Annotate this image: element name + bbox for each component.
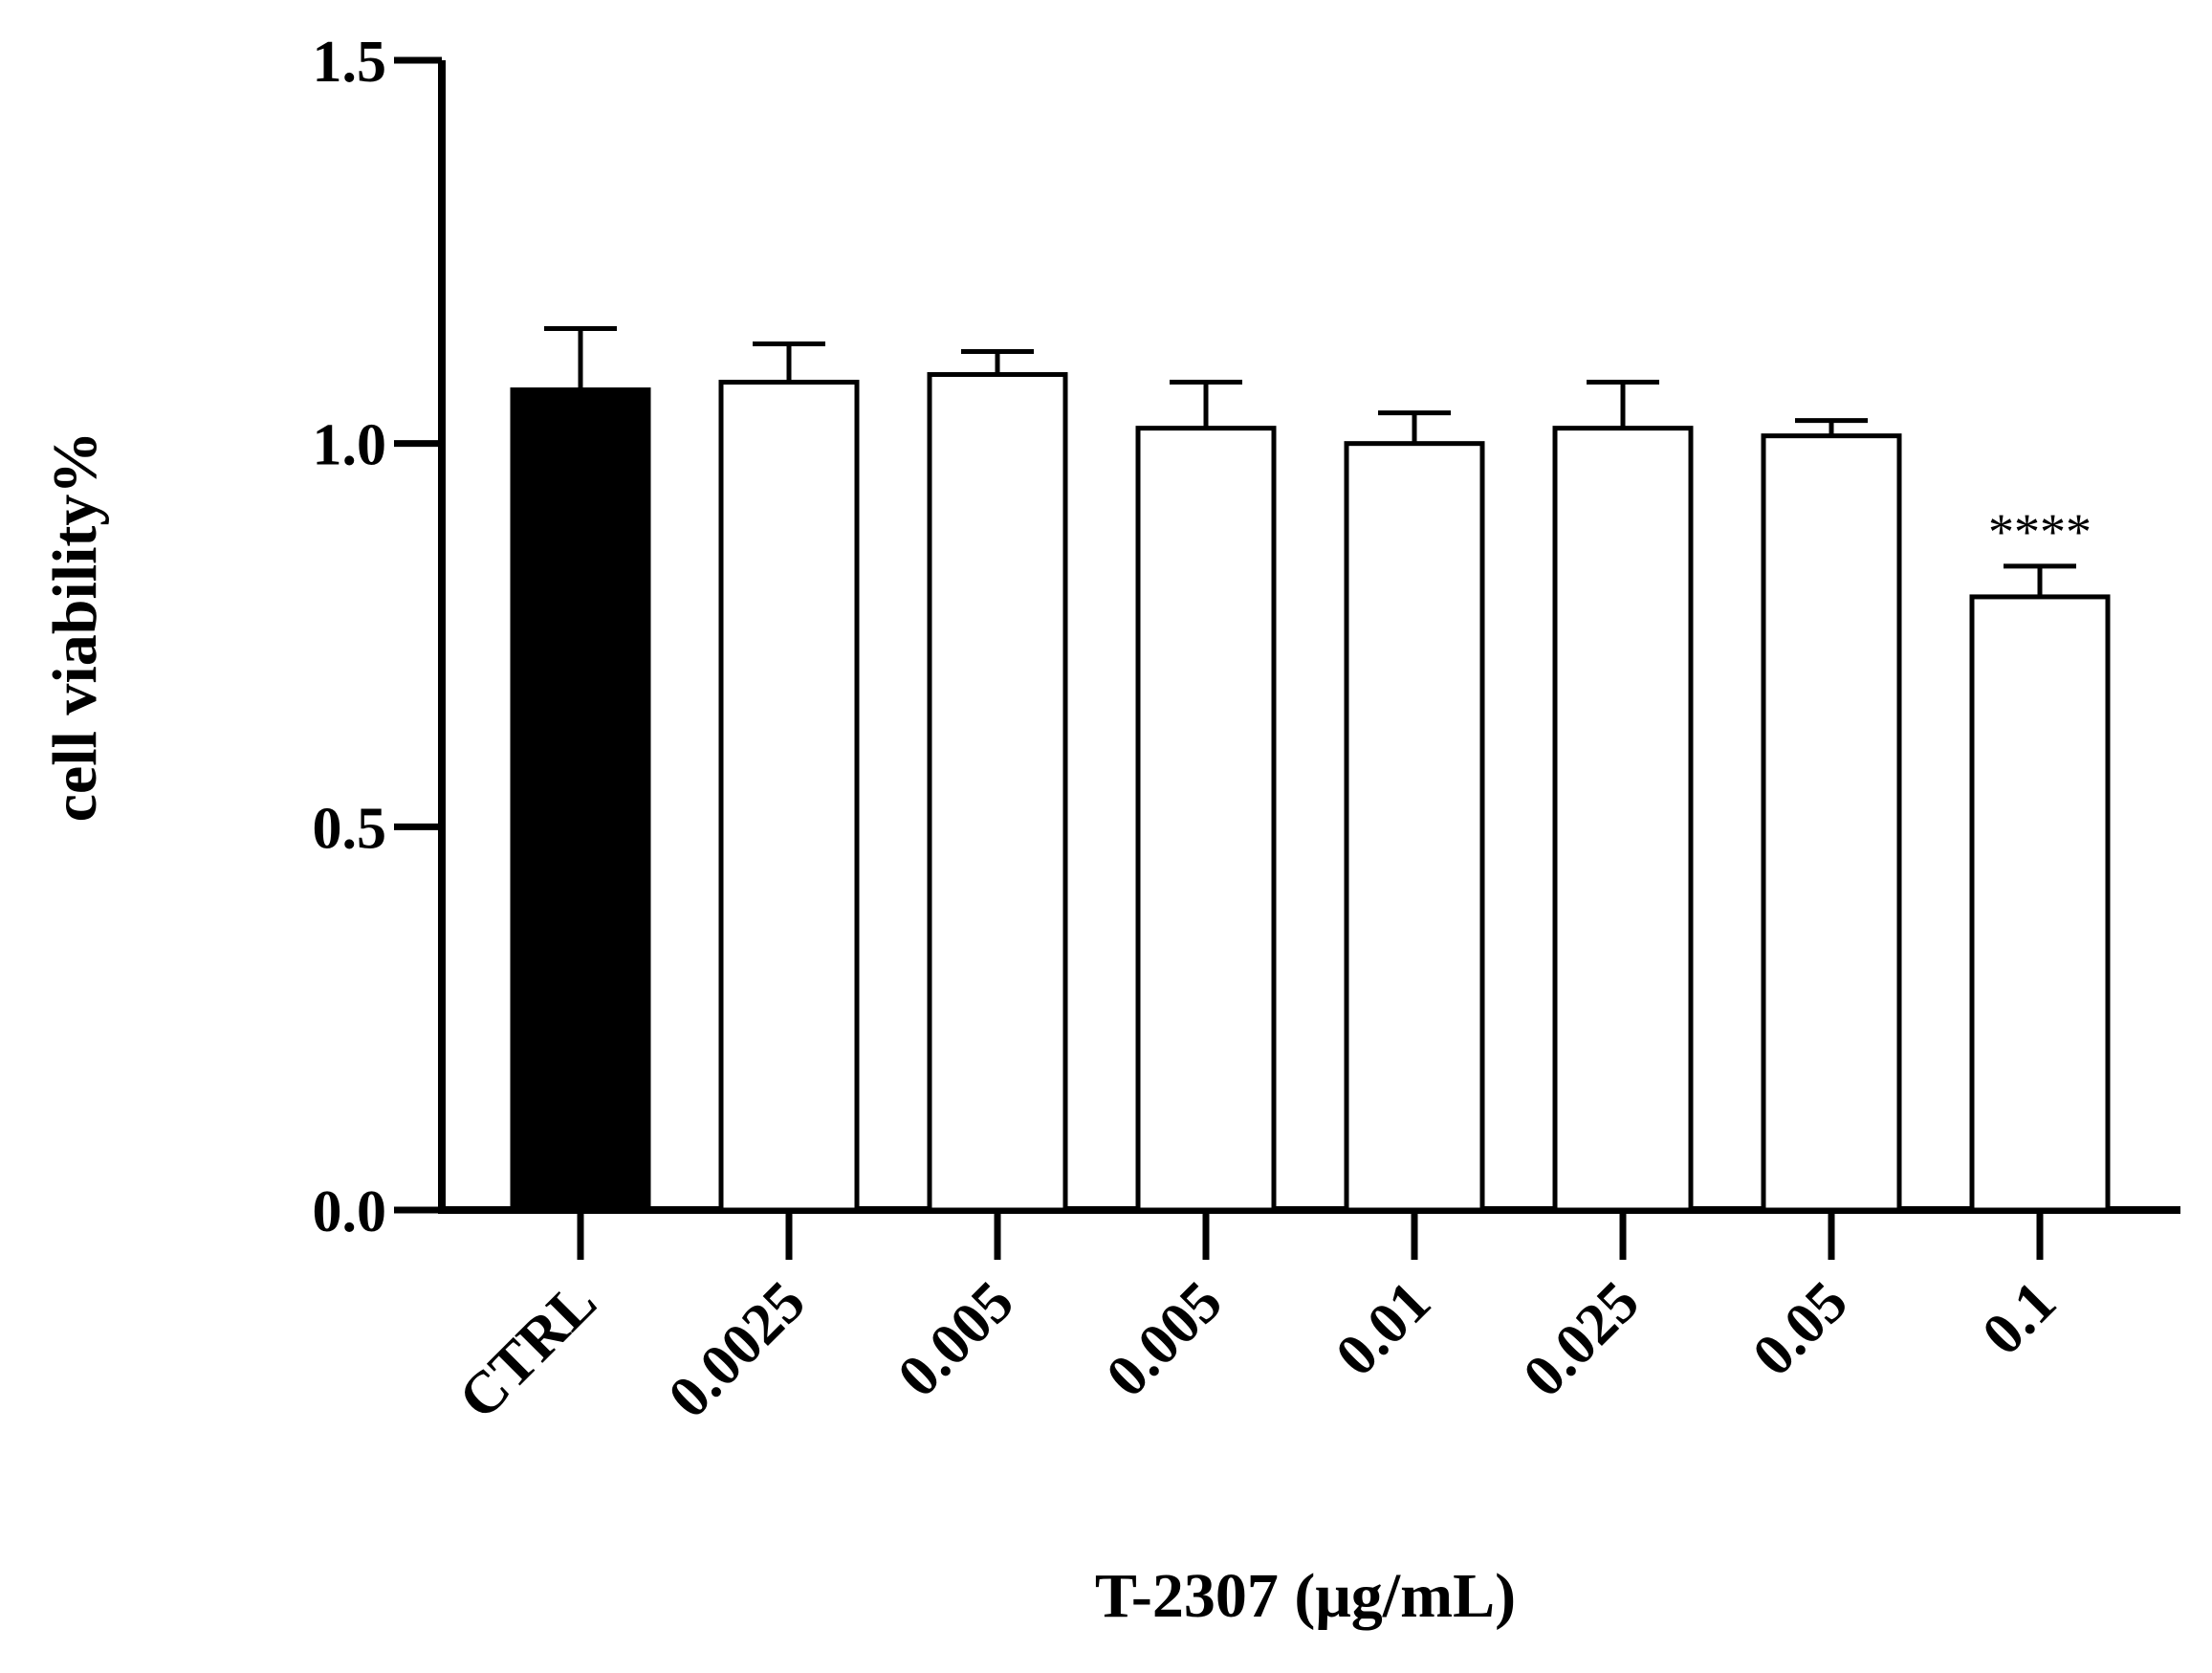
significance-annotations: **** <box>1988 503 2092 561</box>
x-category-label: 0.01 <box>1324 1269 1443 1389</box>
bar <box>1969 594 2111 1213</box>
bar <box>927 372 1068 1213</box>
x-category-label: 0.1 <box>1970 1269 2069 1368</box>
error-bars <box>544 325 2076 597</box>
bars <box>510 372 2111 1213</box>
x-axis <box>438 1206 2180 1260</box>
x-category-label: 0.0025 <box>656 1269 818 1431</box>
x-axis-title: T-2307 (μg/mL) <box>1095 1561 1516 1631</box>
x-category-label: 0.005 <box>1094 1269 1235 1410</box>
bar <box>1761 433 1902 1213</box>
bar <box>510 387 651 1213</box>
bar <box>1552 426 1694 1213</box>
x-category-label: 0.025 <box>1511 1269 1652 1410</box>
y-axis: 0.0 0.5 1.0 1.5 <box>313 30 446 1244</box>
y-tick-label: 0.5 <box>313 796 387 861</box>
x-category-label: CTRL <box>447 1269 609 1432</box>
category-labels: CTRL 0.0025 0.005 0.005 0.01 0.025 0.05 0.1 <box>447 1269 2069 1432</box>
bar <box>1135 426 1277 1213</box>
bar <box>1344 441 1485 1213</box>
y-tick-label: 0.0 <box>313 1179 387 1244</box>
significance-marker: **** <box>1988 503 2092 561</box>
y-axis-title: cell viability% <box>40 431 110 823</box>
x-category-label: 0.005 <box>886 1269 1026 1410</box>
x-category-label: 0.05 <box>1741 1269 1860 1389</box>
y-tick-label: 1.0 <box>313 413 387 478</box>
y-tick-label: 1.5 <box>313 30 387 95</box>
bar <box>718 380 860 1213</box>
